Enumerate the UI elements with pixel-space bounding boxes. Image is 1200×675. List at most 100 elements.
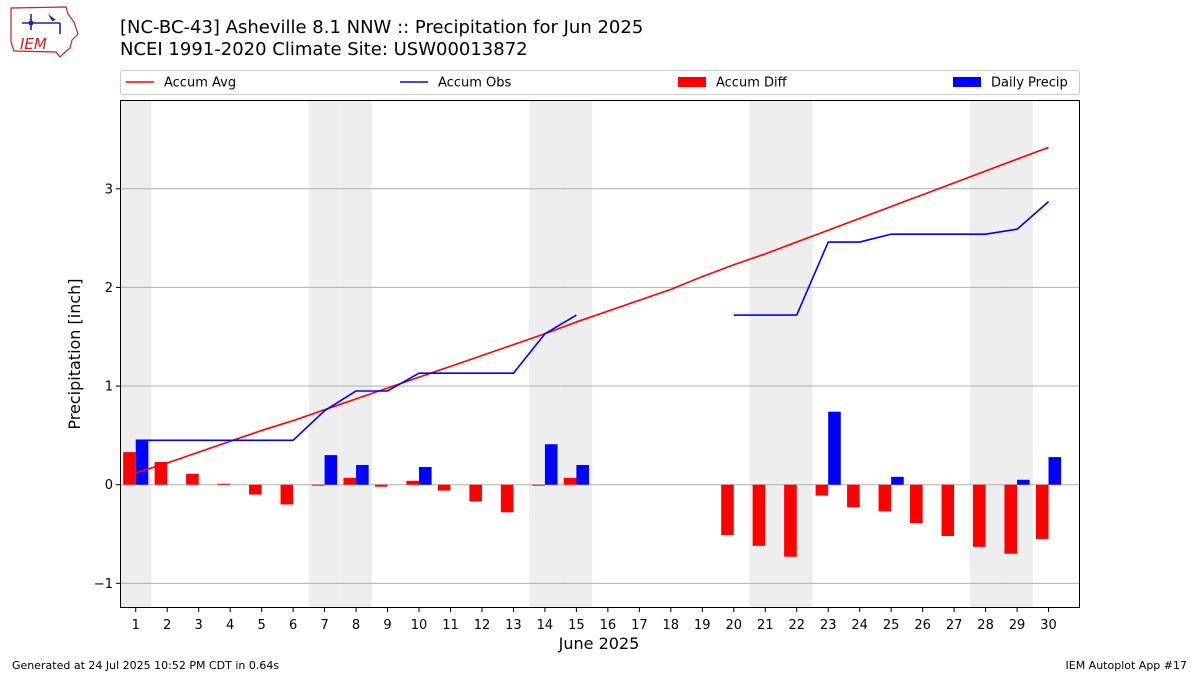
x-tick-label: 28 — [977, 618, 994, 633]
daily-precip-bar — [828, 411, 841, 485]
x-tick-label: 30 — [1040, 618, 1057, 633]
x-tick-label: 6 — [289, 618, 297, 633]
legend-accum-avg-label: Accum Avg — [164, 76, 236, 91]
accum-diff-bar — [847, 484, 860, 508]
accum-obs-line — [135, 200, 1050, 442]
accum-diff-bar — [941, 484, 955, 536]
y-tick-label: 0 — [105, 478, 113, 493]
x-tick-label: 4 — [226, 618, 234, 633]
plot-frame — [120, 100, 1080, 608]
legend-accum-diff-swatch — [678, 77, 706, 87]
x-tick-label: 14 — [537, 618, 554, 633]
accum-diff-bar — [563, 477, 577, 485]
x-axis-label: June 2025 — [558, 634, 640, 653]
gridlines — [120, 188, 1080, 584]
x-tick-label: 26 — [914, 618, 931, 633]
x-tick-label: 24 — [851, 618, 868, 633]
x-tick-label: 7 — [320, 618, 328, 633]
daily-precip-bar — [1048, 457, 1062, 485]
accum-diff-bar — [972, 484, 986, 547]
daily-precip-bar — [324, 455, 338, 485]
daily-precip-bar — [419, 466, 432, 485]
legend-frame — [120, 70, 1080, 95]
accum-diff-bar — [312, 484, 325, 486]
accum-diff-bar — [532, 484, 545, 486]
accum-diff-bar — [343, 477, 357, 485]
x-ticks: 1 2 3 4 5 6 7 8 9 10 11 12 13 14 15 16 17 18 19 20 21 22 23 24 2… — [132, 608, 1057, 633]
daily-precip-bar — [1017, 479, 1030, 485]
lines — [135, 146, 1050, 474]
weekend-band — [120, 100, 152, 608]
x-tick-label: 20 — [725, 618, 742, 633]
x-tick-label: 25 — [883, 618, 900, 633]
daily-precip-bar — [356, 464, 369, 485]
accum-diff-bar — [784, 484, 797, 557]
x-tick-label: 8 — [352, 618, 360, 633]
weekend-shading — [120, 100, 1033, 608]
accum-diff-bar — [437, 484, 451, 491]
accum-diff-bar — [500, 484, 514, 513]
y-tick-label: −1 — [94, 577, 113, 592]
x-tick-label: 11 — [442, 618, 459, 633]
x-tick-label: 19 — [694, 618, 711, 633]
accum-diff-bar — [721, 484, 734, 536]
chart-title: [NC-BC-43] Asheville 8.1 NNW :: Precipit… — [120, 17, 644, 38]
x-tick-label: 10 — [411, 618, 428, 633]
legend-daily-precip-label: Daily Precip — [991, 76, 1068, 91]
accum-diff-bar — [1004, 484, 1018, 554]
legend: Accum Avg Accum Obs Accum Diff Daily Precip — [120, 70, 1080, 95]
y-tick-label: 1 — [105, 380, 113, 395]
x-tick-label: 12 — [474, 618, 491, 633]
weekend-band — [560, 100, 593, 608]
x-tick-label: 18 — [663, 618, 680, 633]
accum-diff-bar — [752, 484, 766, 546]
x-tick-label: 29 — [1009, 618, 1026, 633]
accum-diff-bar — [123, 452, 136, 485]
accum-diff-bar — [154, 462, 168, 485]
accum-diff-bar — [217, 483, 231, 485]
accum-diff-bar — [374, 484, 388, 487]
x-tick-label: 21 — [757, 618, 774, 633]
accum-diff-bar — [406, 480, 420, 485]
x-tick-label: 1 — [132, 618, 140, 633]
y-axis-label: Precipitation [inch] — [65, 278, 84, 429]
x-tick-label: 15 — [568, 618, 585, 633]
accum-diff-bar — [469, 484, 482, 502]
x-tick-label: 17 — [631, 618, 648, 633]
legend-accum-obs-label: Accum Obs — [438, 76, 511, 91]
accum-diff-bar — [249, 484, 262, 495]
daily-precip-bar — [576, 464, 589, 485]
accum-diff-bar — [910, 484, 923, 524]
x-tick-label: 5 — [257, 618, 265, 633]
accum-diff-bar — [186, 473, 199, 485]
daily-precip-bar — [135, 440, 149, 485]
accum-diff-bar — [815, 484, 829, 496]
x-tick-label: 27 — [946, 618, 963, 633]
iem-logo: IEM — [10, 6, 79, 58]
footer-generated: Generated at 24 Jul 2025 10:52 PM CDT in… — [12, 659, 280, 672]
y-tick-label: 2 — [105, 281, 113, 296]
bars — [123, 411, 1062, 557]
legend-daily-precip-swatch — [953, 77, 981, 87]
weekend-band — [308, 100, 341, 608]
x-tick-label: 3 — [195, 618, 203, 633]
daily-precip-bar — [544, 444, 558, 485]
footer-app: IEM Autoplot App #17 — [1065, 659, 1188, 672]
legend-accum-diff-label: Accum Diff — [716, 76, 788, 91]
x-tick-label: 23 — [820, 618, 837, 633]
y-ticks: −1 0 1 2 3 — [94, 182, 120, 592]
x-tick-label: 13 — [505, 618, 522, 633]
logo-text: IEM — [20, 35, 47, 53]
accum-diff-bar — [878, 484, 892, 512]
y-tick-label: 3 — [105, 182, 113, 197]
x-tick-label: 2 — [163, 618, 171, 633]
weekend-band — [340, 100, 372, 608]
x-tick-label: 9 — [383, 618, 391, 633]
accum-diff-bar — [1035, 484, 1049, 539]
accum-diff-bar — [280, 484, 294, 505]
weekend-band — [529, 100, 561, 608]
x-tick-label: 16 — [600, 618, 617, 633]
daily-precip-bar — [891, 476, 904, 485]
x-tick-label: 22 — [788, 618, 805, 633]
